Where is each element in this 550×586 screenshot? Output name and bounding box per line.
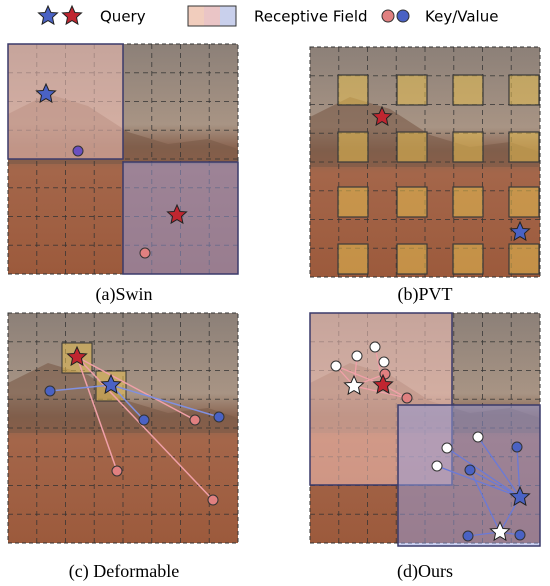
legend-query: Query <box>100 8 146 26</box>
caption: (b)PVT <box>398 284 453 305</box>
caption: (d)Ours <box>397 561 453 582</box>
rf-swatch <box>188 6 204 26</box>
kv-dot-icon <box>396 9 410 23</box>
query-star-icon <box>38 5 58 25</box>
query-star-icon <box>62 5 82 25</box>
caption: (a)Swin <box>96 284 153 305</box>
caption: (c) Deformable <box>69 561 179 582</box>
panel-swin <box>7 43 239 275</box>
panel-ours <box>309 312 541 547</box>
rf-swatch <box>204 6 220 26</box>
panel-pvt <box>309 46 541 278</box>
rf-swatch <box>220 6 236 26</box>
legend: Query Receptive Field Key/Value <box>38 5 498 27</box>
kv-dot-icon <box>381 9 395 23</box>
legend-receptive-field: Receptive Field <box>254 8 368 26</box>
panel-deformable <box>7 312 239 544</box>
legend-key-value: Key/Value <box>425 8 498 26</box>
rf-swatch-border <box>187 5 237 27</box>
